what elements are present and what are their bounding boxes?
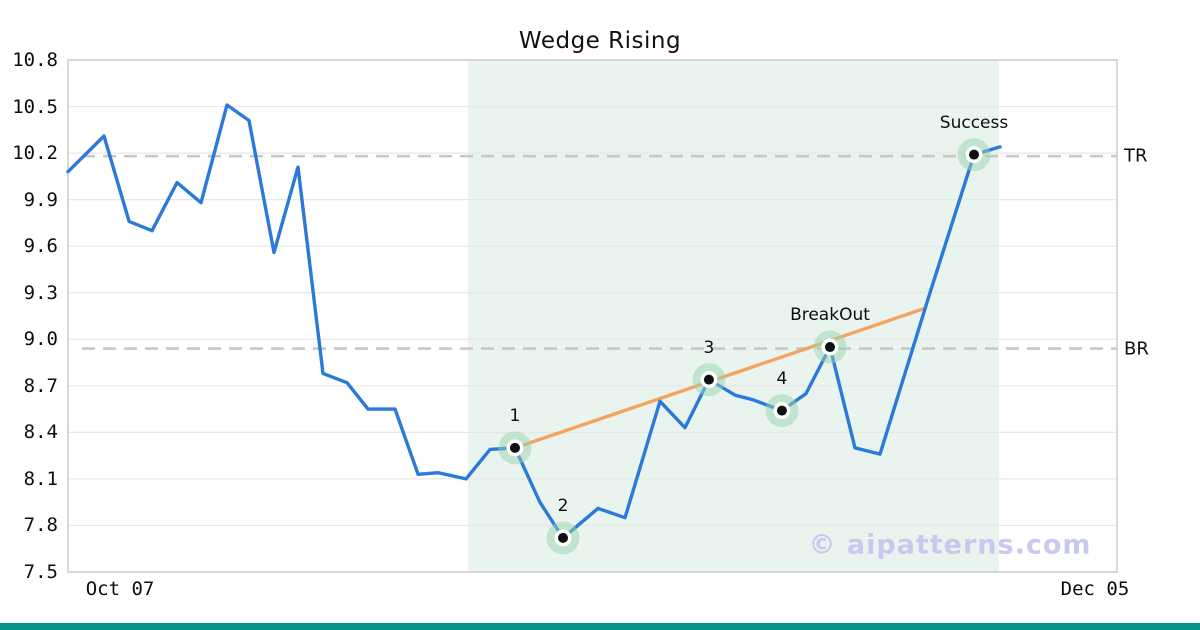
y-tick-label: 7.8 [23, 514, 58, 537]
x-tick-oct07: Oct 07 [85, 578, 155, 600]
y-tick-label: 10.2 [12, 142, 58, 165]
y-tick-label: 9.3 [23, 281, 58, 304]
marker-dot [824, 342, 835, 353]
y-tick-label: 8.1 [23, 467, 58, 490]
marker-label-4: 4 [776, 368, 788, 389]
marker-label-2: 2 [557, 495, 569, 516]
pattern-region [467, 60, 1000, 572]
y-tick-label: 9.9 [23, 188, 58, 211]
marker-label-3: 3 [703, 337, 715, 358]
watermark: © aipatterns.com [808, 529, 1092, 561]
y-tick-label: 10.8 [12, 49, 58, 71]
bottom-accent-bar [0, 623, 1200, 630]
y-tick-label: 7.5 [23, 561, 58, 583]
marker-dot [558, 532, 569, 543]
marker-label-1: 1 [509, 405, 521, 426]
y-tick-label: 9.0 [23, 328, 58, 351]
level-label-tr: TR [1124, 145, 1148, 167]
y-tick-label: 10.5 [12, 95, 58, 118]
chart-title: Wedge Rising [518, 28, 682, 54]
marker-label-success: Success [939, 112, 1009, 133]
marker-label-breakout: BreakOut [790, 305, 870, 326]
marker-dot [969, 149, 980, 160]
marker-dot [776, 405, 787, 416]
y-tick-label: 9.6 [23, 235, 58, 258]
y-tick-label: 8.4 [23, 421, 58, 444]
marker-dot [509, 442, 520, 453]
y-tick-label: 8.7 [23, 374, 58, 397]
level-label-br: BR [1124, 338, 1149, 360]
marker-dot [703, 374, 714, 385]
plot-border [67, 59, 1118, 573]
x-tick-dec05: Dec 05 [1060, 578, 1130, 600]
